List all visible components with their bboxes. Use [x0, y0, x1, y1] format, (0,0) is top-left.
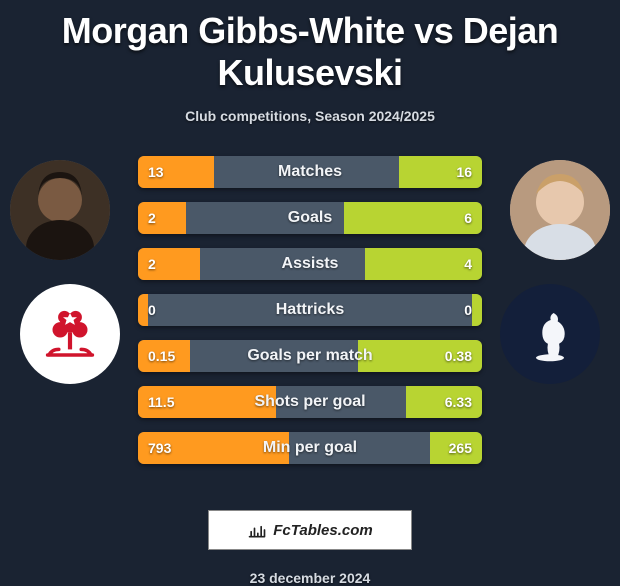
avatar-placeholder-icon [10, 160, 110, 260]
stat-bar-left-fill [138, 432, 289, 464]
stat-row: Min per goal793265 [138, 432, 482, 464]
comparison-subtitle: Club competitions, Season 2024/2025 [0, 108, 620, 124]
stat-bar-left-fill [138, 294, 148, 326]
stat-row: Assists24 [138, 248, 482, 280]
stat-bar-left-fill [138, 340, 190, 372]
stat-bar-right-fill [365, 248, 482, 280]
player-right-avatar [510, 160, 610, 260]
player-left-avatar [10, 160, 110, 260]
avatar-placeholder-icon [510, 160, 610, 260]
nottingham-forest-crest-icon [35, 299, 105, 369]
stat-bar-left-fill [138, 202, 186, 234]
comparison-stage: Matches1316 Goals26 Assists24 Hattricks00 Go… [0, 144, 620, 484]
stat-row: Goals per match0.150.38 [138, 340, 482, 372]
stat-row: Matches1316 [138, 156, 482, 188]
stat-bar-right-fill [472, 294, 482, 326]
stat-bar-base [138, 294, 482, 326]
brand-label: FcTables.com [273, 522, 372, 539]
stat-bar-right-fill [358, 340, 482, 372]
stat-row: Shots per goal11.56.33 [138, 386, 482, 418]
snapshot-date: 23 december 2024 [0, 570, 620, 586]
stat-bars: Matches1316 Goals26 Assists24 Hattricks00 Go… [138, 156, 482, 478]
brand-badge[interactable]: FcTables.com [208, 510, 412, 550]
comparison-title: Morgan Gibbs-White vs Dejan Kulusevski [0, 0, 620, 94]
stat-bar-right-fill [344, 202, 482, 234]
stat-row: Goals26 [138, 202, 482, 234]
chart-icon [247, 520, 267, 540]
stat-bar-right-fill [430, 432, 482, 464]
stat-bar-left-fill [138, 156, 214, 188]
stat-bar-right-fill [406, 386, 482, 418]
stat-bar-left-fill [138, 386, 276, 418]
tottenham-crest-icon [515, 299, 585, 369]
player-right-club-badge [500, 284, 600, 384]
stat-bar-left-fill [138, 248, 200, 280]
player-left-club-badge [20, 284, 120, 384]
stat-bar-right-fill [399, 156, 482, 188]
stat-row: Hattricks00 [138, 294, 482, 326]
